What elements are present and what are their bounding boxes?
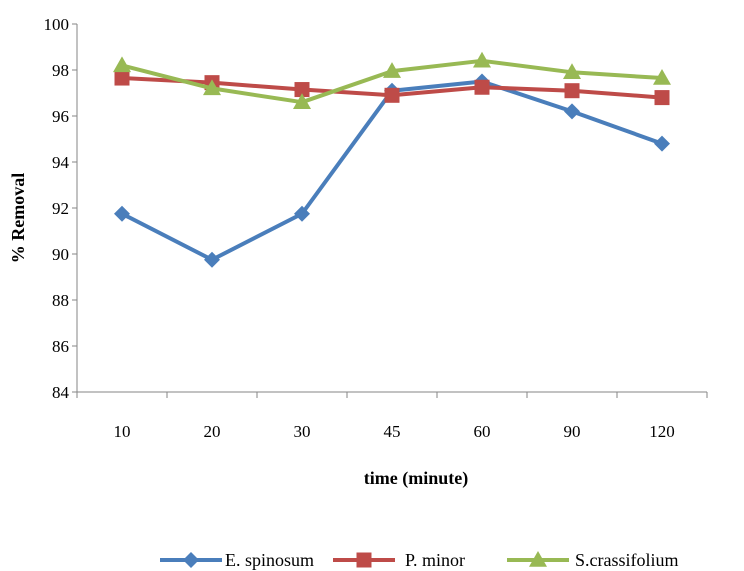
y-tick-label: 84	[52, 383, 70, 402]
data-point	[564, 83, 580, 99]
legend-item: P. minor	[333, 550, 465, 570]
legend-item: E. spinosum	[160, 550, 314, 570]
data-point	[294, 82, 310, 98]
data-point	[563, 63, 581, 80]
data-point	[473, 51, 491, 68]
data-point	[293, 93, 311, 109]
x-tick-label: 45	[384, 422, 401, 441]
y-axis-ticks: 84 86 88 90 92 94 96 98 100	[44, 15, 77, 402]
legend-marker	[356, 552, 372, 568]
legend: E. spinosum P. minor S.crassifolium	[160, 550, 679, 570]
x-tick-label: 60	[474, 422, 491, 441]
plot-series	[113, 51, 671, 268]
data-point	[114, 70, 130, 86]
data-point	[203, 79, 221, 96]
x-tick-label: 10	[114, 422, 131, 441]
x-tick-label: 90	[564, 422, 581, 441]
x-tick-label: 120	[649, 422, 675, 441]
legend-item: S.crassifolium	[507, 550, 679, 570]
data-point	[653, 69, 671, 85]
data-point	[384, 87, 400, 103]
data-point	[113, 56, 131, 73]
y-tick-label: 90	[52, 245, 69, 264]
data-point	[294, 205, 310, 222]
legend-marker	[183, 552, 199, 568]
y-axis-title: % Removal	[8, 173, 28, 263]
legend-label: P. minor	[405, 550, 465, 570]
y-tick-label: 100	[44, 15, 70, 34]
series-3	[113, 51, 671, 109]
data-point	[383, 62, 401, 78]
x-tick-label: 30	[294, 422, 311, 441]
data-point	[654, 135, 670, 152]
data-point	[114, 205, 130, 222]
series-line	[121, 79, 663, 262]
y-tick-label: 98	[52, 61, 69, 80]
legend-label: S.crassifolium	[575, 550, 679, 570]
data-point	[654, 90, 670, 106]
x-axis-ticks: 10 20 30 45 60 90 120	[76, 392, 708, 441]
y-tick-label: 96	[52, 107, 69, 126]
y-tick-label: 86	[52, 337, 69, 356]
x-tick-label: 20	[204, 422, 221, 441]
data-point	[204, 251, 220, 268]
legend-marker	[529, 551, 547, 567]
x-axis-title: time (minute)	[364, 468, 468, 489]
y-tick-label: 92	[52, 199, 69, 218]
data-point	[564, 103, 580, 120]
y-tick-label: 94	[52, 153, 70, 172]
legend-label: E. spinosum	[225, 550, 314, 570]
data-point	[474, 79, 490, 95]
y-tick-label: 88	[52, 291, 69, 310]
